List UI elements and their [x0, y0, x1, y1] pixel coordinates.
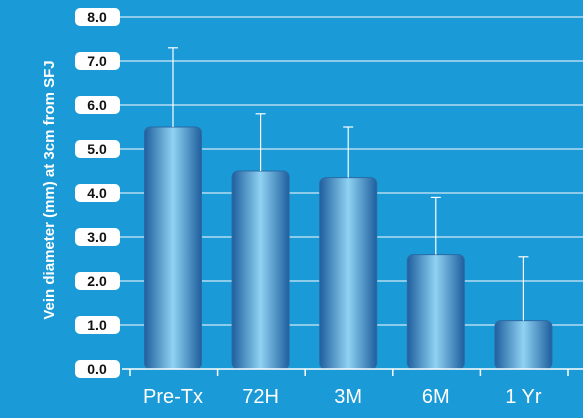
- y-tick-box: [75, 184, 120, 202]
- y-tick-label: 3.0: [87, 229, 107, 245]
- error-bars: [168, 47, 529, 321]
- y-tick-label: 1.0: [87, 317, 107, 333]
- y-tick-box: [75, 360, 120, 378]
- x-tick-label: 6M: [422, 386, 450, 408]
- bar-1-yr: [494, 320, 553, 370]
- x-tick-label: 1 Yr: [505, 386, 542, 408]
- x-tick-label: Pre-Tx: [143, 386, 203, 408]
- y-tick-box: [75, 272, 120, 290]
- y-tick-label: 6.0: [87, 97, 107, 113]
- y-tick-label: 7.0: [87, 53, 107, 69]
- y-tick-label: 0.0: [87, 361, 107, 377]
- y-tick-label: 4.0: [87, 185, 107, 201]
- bar-pre-tx: [144, 126, 202, 370]
- y-tick-label: 8.0: [87, 9, 107, 25]
- y-axis: 0.0 1.0 2.0 3.0 4.0 5.0 6.0 7.0 8.0: [75, 8, 120, 378]
- y-tick-box: [75, 140, 120, 158]
- y-tick-label: 2.0: [87, 273, 107, 289]
- bar-72h: [231, 170, 290, 370]
- y-tick-box: [75, 228, 120, 246]
- y-axis-label: Vein diameter (mm) at 3cm from SFJ: [41, 60, 58, 319]
- y-tick-label: 5.0: [87, 141, 107, 157]
- y-tick-box: [75, 8, 120, 26]
- y-tick-box: [75, 96, 120, 114]
- x-tick-label: 72H: [242, 386, 279, 408]
- x-tick-labels: Pre-Tx 72H 3M 6M 1 Yr: [143, 386, 542, 408]
- bar-3m: [319, 177, 378, 370]
- bar-6m: [406, 254, 465, 370]
- x-tick-label: 3M: [334, 386, 362, 408]
- x-axis: [122, 368, 583, 376]
- y-tick-box: [75, 316, 120, 334]
- y-tick-box: [75, 52, 120, 70]
